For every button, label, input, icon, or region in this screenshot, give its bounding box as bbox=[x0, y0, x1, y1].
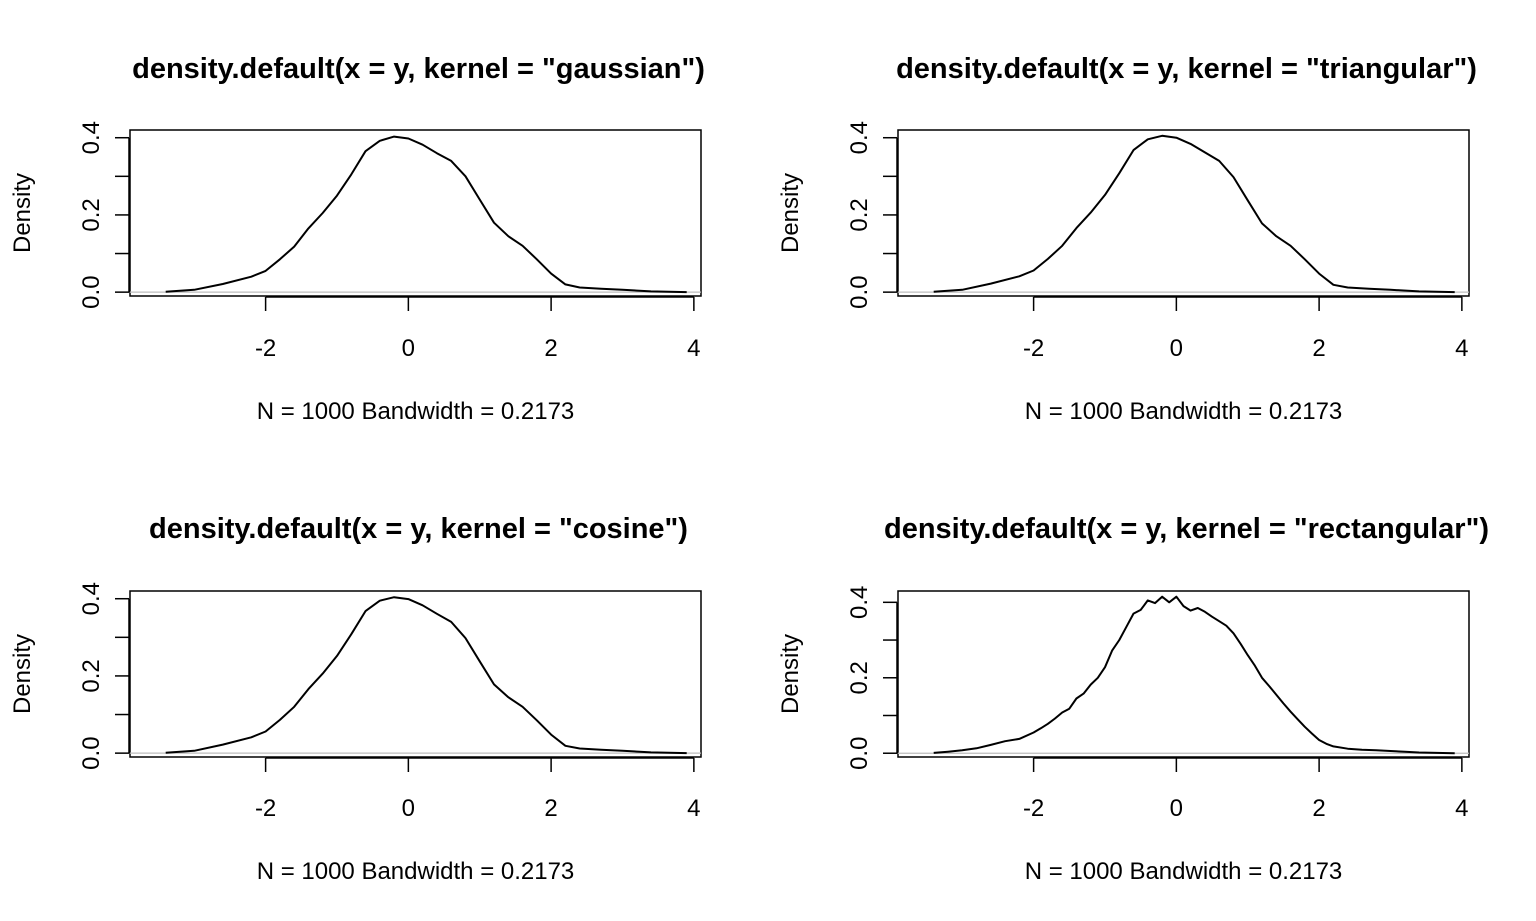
x-tick-label: -2 bbox=[1023, 795, 1044, 822]
plot-frame bbox=[129, 590, 702, 758]
x-tick-label: 0 bbox=[1170, 795, 1183, 822]
x-tick-label: 2 bbox=[544, 795, 557, 822]
y-tick-label: 0.0 bbox=[78, 275, 105, 308]
y-tick-label: 0.2 bbox=[78, 659, 105, 692]
panel-gaussian: density.default(x = y, kernel = "gaussia… bbox=[9, 53, 705, 425]
chart-title: density.default(x = y, kernel = "triangu… bbox=[896, 53, 1477, 85]
x-axis-label: N = 1000 Bandwidth = 0.2173 bbox=[1025, 858, 1343, 885]
x-tick-label: 2 bbox=[1312, 795, 1325, 822]
y-tick-label: 0.0 bbox=[78, 736, 105, 769]
x-tick-label: 4 bbox=[687, 335, 700, 362]
chart-title: density.default(x = y, kernel = "cosine"… bbox=[149, 513, 688, 545]
x-tick-label: 4 bbox=[687, 795, 700, 822]
x-tick-label: -2 bbox=[255, 795, 276, 822]
y-axis-label: Density bbox=[777, 173, 804, 253]
x-tick-label: 2 bbox=[544, 335, 557, 362]
density-curve bbox=[165, 135, 687, 294]
x-tick-label: 4 bbox=[1455, 795, 1468, 822]
chart-title: density.default(x = y, kernel = "gaussia… bbox=[132, 53, 705, 85]
y-axis-label: Density bbox=[777, 634, 804, 714]
y-axis-label: Density bbox=[9, 173, 36, 253]
plot-frame bbox=[897, 129, 1470, 297]
density-curve bbox=[933, 595, 1455, 755]
panel-triangular: density.default(x = y, kernel = "triangu… bbox=[777, 53, 1477, 425]
x-axis-label: N = 1000 Bandwidth = 0.2173 bbox=[257, 398, 575, 425]
y-tick-label: 0.4 bbox=[846, 121, 873, 154]
y-tick-label: 0.4 bbox=[846, 586, 873, 619]
plot-frame bbox=[129, 129, 702, 297]
y-axis-label: Density bbox=[9, 634, 36, 714]
x-tick-label: -2 bbox=[255, 335, 276, 362]
x-tick-label: 2 bbox=[1312, 335, 1325, 362]
y-tick-label: 0.2 bbox=[846, 661, 873, 694]
y-tick-label: 0.0 bbox=[846, 275, 873, 308]
density-curve bbox=[933, 134, 1455, 294]
chart-title: density.default(x = y, kernel = "rectang… bbox=[884, 513, 1489, 545]
y-tick-label: 0.2 bbox=[846, 198, 873, 231]
x-tick-label: 0 bbox=[402, 795, 415, 822]
x-axis-label: N = 1000 Bandwidth = 0.2173 bbox=[257, 858, 575, 885]
y-tick-label: 0.2 bbox=[78, 198, 105, 231]
y-tick-label: 0.4 bbox=[78, 582, 105, 615]
plot-frame bbox=[897, 590, 1470, 758]
x-tick-label: 0 bbox=[1170, 335, 1183, 362]
y-tick-label: 0.4 bbox=[78, 121, 105, 154]
x-tick-label: 4 bbox=[1455, 335, 1468, 362]
panel-rectangular: density.default(x = y, kernel = "rectang… bbox=[777, 513, 1489, 885]
x-tick-label: 0 bbox=[402, 335, 415, 362]
density-curve bbox=[165, 596, 687, 755]
x-tick-label: -2 bbox=[1023, 335, 1044, 362]
y-tick-label: 0.0 bbox=[846, 737, 873, 770]
panel-cosine: density.default(x = y, kernel = "cosine"… bbox=[9, 513, 702, 885]
x-axis-label: N = 1000 Bandwidth = 0.2173 bbox=[1025, 398, 1343, 425]
